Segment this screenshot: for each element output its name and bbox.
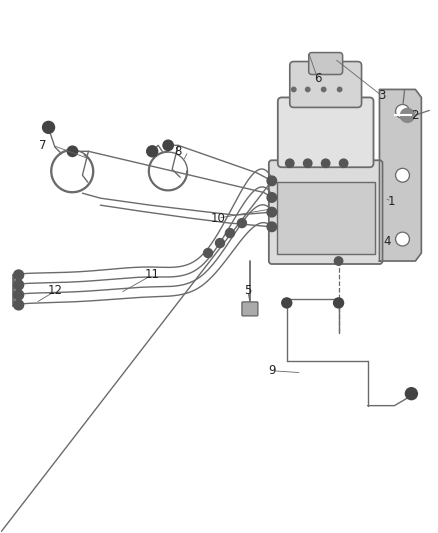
FancyBboxPatch shape bbox=[309, 53, 343, 75]
Circle shape bbox=[406, 387, 417, 400]
Text: 9: 9 bbox=[268, 364, 276, 377]
Circle shape bbox=[14, 300, 24, 310]
Circle shape bbox=[67, 146, 78, 157]
Circle shape bbox=[400, 108, 414, 123]
Circle shape bbox=[215, 239, 225, 247]
Circle shape bbox=[147, 146, 158, 157]
Circle shape bbox=[396, 232, 410, 246]
Circle shape bbox=[267, 176, 277, 185]
Text: 7: 7 bbox=[39, 139, 46, 152]
Text: 6: 6 bbox=[314, 72, 321, 85]
Text: 5: 5 bbox=[244, 285, 251, 297]
Circle shape bbox=[14, 290, 24, 300]
Circle shape bbox=[396, 168, 410, 182]
Text: 3: 3 bbox=[378, 89, 385, 102]
Circle shape bbox=[267, 222, 277, 232]
Text: 4: 4 bbox=[384, 235, 391, 247]
Circle shape bbox=[304, 159, 312, 167]
FancyBboxPatch shape bbox=[269, 160, 382, 264]
Text: 2: 2 bbox=[411, 109, 418, 122]
Circle shape bbox=[306, 87, 310, 92]
Text: 10: 10 bbox=[211, 212, 226, 224]
Text: 1: 1 bbox=[388, 195, 395, 208]
Circle shape bbox=[267, 207, 277, 217]
Circle shape bbox=[163, 140, 173, 150]
Circle shape bbox=[282, 298, 292, 308]
Circle shape bbox=[321, 87, 326, 92]
Circle shape bbox=[334, 298, 343, 308]
Circle shape bbox=[396, 104, 410, 118]
FancyBboxPatch shape bbox=[242, 302, 258, 316]
Circle shape bbox=[42, 122, 54, 133]
FancyBboxPatch shape bbox=[278, 98, 374, 167]
Text: 8: 8 bbox=[174, 145, 182, 158]
Text: 12: 12 bbox=[48, 285, 63, 297]
Circle shape bbox=[292, 87, 296, 92]
Circle shape bbox=[14, 270, 24, 280]
Circle shape bbox=[334, 257, 343, 265]
FancyBboxPatch shape bbox=[277, 182, 374, 254]
Circle shape bbox=[267, 193, 277, 202]
Circle shape bbox=[237, 219, 247, 228]
Text: 11: 11 bbox=[145, 269, 160, 281]
FancyBboxPatch shape bbox=[290, 61, 361, 108]
Circle shape bbox=[321, 159, 330, 167]
Polygon shape bbox=[379, 90, 421, 261]
Circle shape bbox=[14, 280, 24, 290]
Circle shape bbox=[226, 229, 234, 238]
Circle shape bbox=[286, 159, 294, 167]
Circle shape bbox=[337, 87, 342, 92]
Circle shape bbox=[339, 159, 348, 167]
Circle shape bbox=[204, 248, 212, 257]
